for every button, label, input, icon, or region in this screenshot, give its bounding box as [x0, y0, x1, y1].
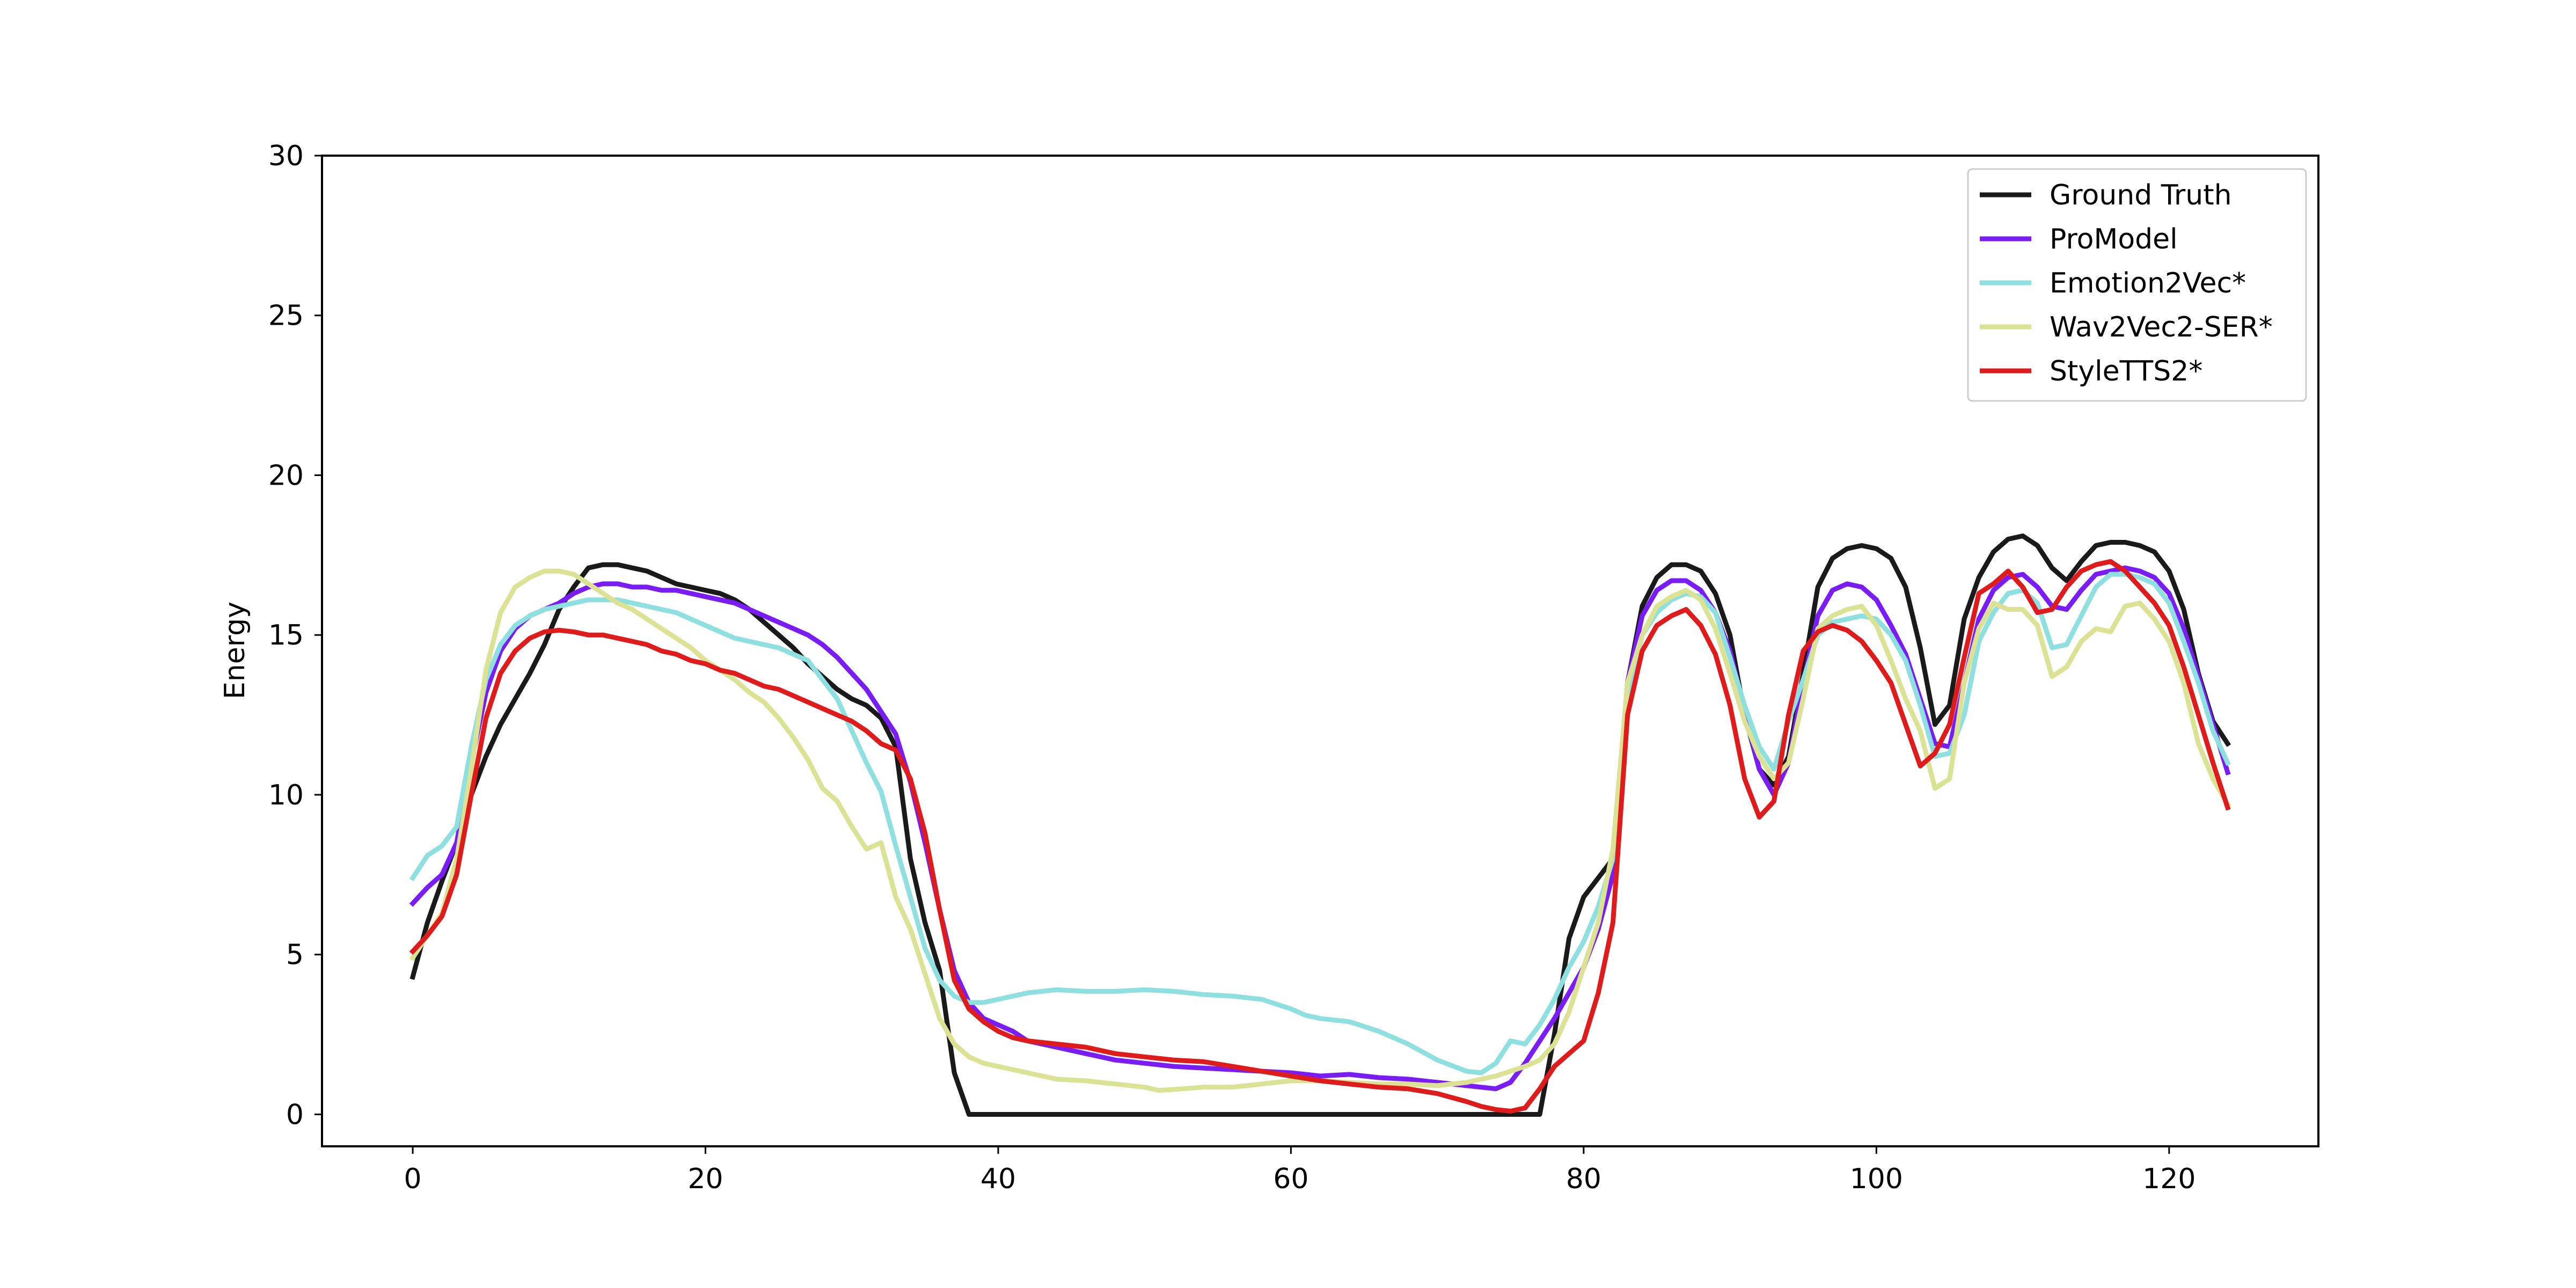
legend-label-1: ProModel	[2050, 223, 2178, 255]
legend-label-0: Ground Truth	[2050, 179, 2232, 211]
x-tick-label: 60	[1273, 1163, 1308, 1195]
legend-label-4: StyleTTS2*	[2050, 355, 2202, 387]
legend: Ground Truth ProModel Emotion2Vec* Wav2Vec2…	[1967, 168, 2307, 402]
legend-box	[1967, 168, 2307, 402]
series-layer	[409, 533, 2231, 1117]
y-tick-label: 5	[286, 939, 304, 971]
y-axis: 0 5 10 15 20 25 30	[268, 140, 322, 1131]
legend-label-3: Wav2Vec2-SER*	[2050, 311, 2273, 343]
y-axis-label: Energy	[219, 602, 251, 699]
y-tick-label: 15	[268, 619, 304, 652]
x-axis: 0 20 40 60 80 100 120	[404, 1146, 2196, 1195]
x-tick-label: 40	[980, 1163, 1016, 1195]
series-line-4	[409, 559, 2231, 1114]
series-line-2	[409, 572, 2231, 1075]
y-tick-label: 20	[268, 459, 304, 492]
y-tick-label: 10	[268, 779, 304, 811]
y-tick-label: 30	[268, 140, 304, 172]
x-tick-label: 80	[1566, 1163, 1601, 1195]
x-tick-label: 20	[687, 1163, 723, 1195]
series-line-0	[409, 533, 2231, 1117]
plot-frame	[321, 155, 2319, 1147]
y-tick-label: 25	[268, 300, 304, 332]
y-tick-label: 0	[286, 1099, 304, 1131]
legend-label-2: Emotion2Vec*	[2050, 267, 2246, 299]
x-tick-label: 120	[2142, 1163, 2196, 1195]
x-tick-label: 0	[404, 1163, 422, 1195]
x-tick-label: 100	[1850, 1163, 1903, 1195]
